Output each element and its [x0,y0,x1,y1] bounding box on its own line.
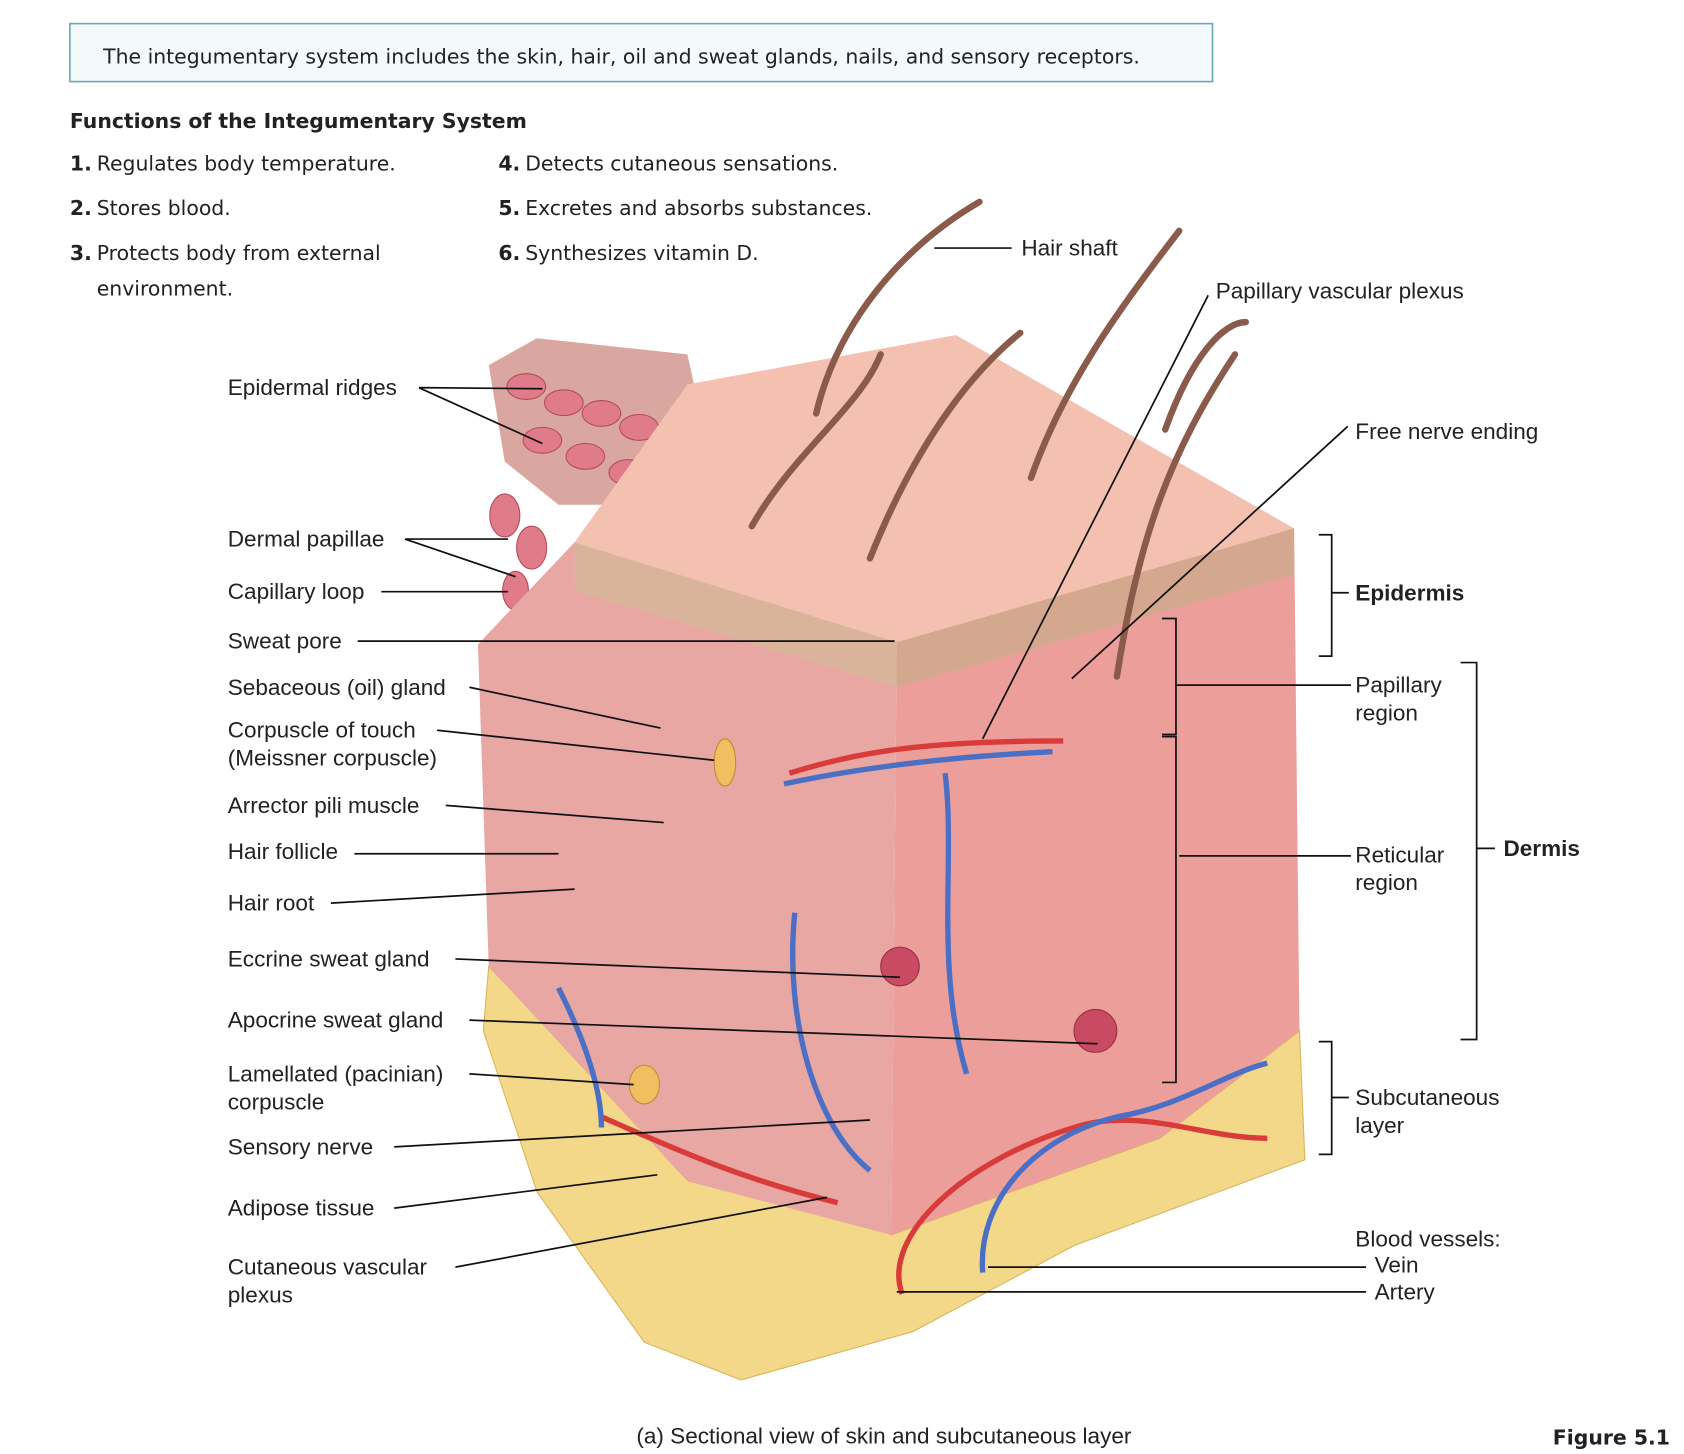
header-text: The integumentary system includes the sk… [102,44,1140,68]
function-text: environment. [97,276,233,300]
left-label: Adipose tissue [228,1196,375,1221]
left-label: Lamellated (pacinian) [228,1061,444,1086]
function-number: 2. [70,196,92,220]
left-label: Arrector pili muscle [228,793,420,818]
left-label: Capillary loop [228,579,365,604]
left-label: Sensory nerve [228,1134,373,1159]
figure-number: Figure 5.1 [1553,1425,1670,1449]
left-label: Cutaneous vascular [228,1255,428,1280]
right-label: Blood vessels: [1355,1227,1500,1252]
left-label: Eccrine sweat gland [228,946,430,971]
function-number: 6. [498,241,520,265]
function-number: 5. [498,196,520,220]
right-label: Hair shaft [1021,236,1118,261]
right-label: Free nerve ending [1355,419,1538,444]
function-text: Regulates body temperature. [97,152,396,176]
right-label: Papillary vascular plexus [1216,279,1464,304]
function-number: 4. [498,152,520,176]
function-text: Synthesizes vitamin D. [525,241,758,265]
left-label: Epidermal ridges [228,375,397,400]
right-label: Dermis [1503,836,1579,861]
skin-illustration [477,198,1306,1381]
right-label: Vein [1375,1253,1419,1278]
function-number: 3. [70,241,92,265]
left-label: Sebaceous (oil) gland [228,675,446,700]
right-label: Subcutaneous [1355,1085,1499,1110]
right-label: layer [1355,1113,1404,1138]
left-label: Hair root [228,891,315,916]
right-label: Epidermis [1355,580,1464,605]
function-text: Protects body from external [97,241,381,265]
caption: (a) Sectional view of skin and subcutane… [636,1423,1132,1448]
left-label: Apocrine sweat gland [228,1008,444,1033]
right-label: Reticular [1355,842,1444,867]
left-label: Sweat pore [228,629,342,654]
left-label: plexus [228,1283,293,1308]
right-label: region [1355,870,1418,895]
header-box [69,22,1214,83]
function-text: Stores blood. [97,196,231,220]
function-text: Excretes and absorbs substances. [525,196,872,220]
leader-lines [330,247,1495,1293]
right-label: Papillary [1355,673,1442,698]
function-number: 1. [70,152,92,176]
left-label: (Meissner corpuscle) [228,746,437,771]
right-label: Artery [1375,1279,1436,1304]
right-label: region [1355,701,1418,726]
left-label: Hair follicle [228,839,338,864]
left-label: corpuscle [228,1089,324,1114]
functions-title: Functions of the Integumentary System [70,109,527,133]
left-label: Corpuscle of touch [228,718,416,743]
function-text: Detects cutaneous sensations. [525,152,838,176]
left-label: Dermal papillae [228,527,385,552]
